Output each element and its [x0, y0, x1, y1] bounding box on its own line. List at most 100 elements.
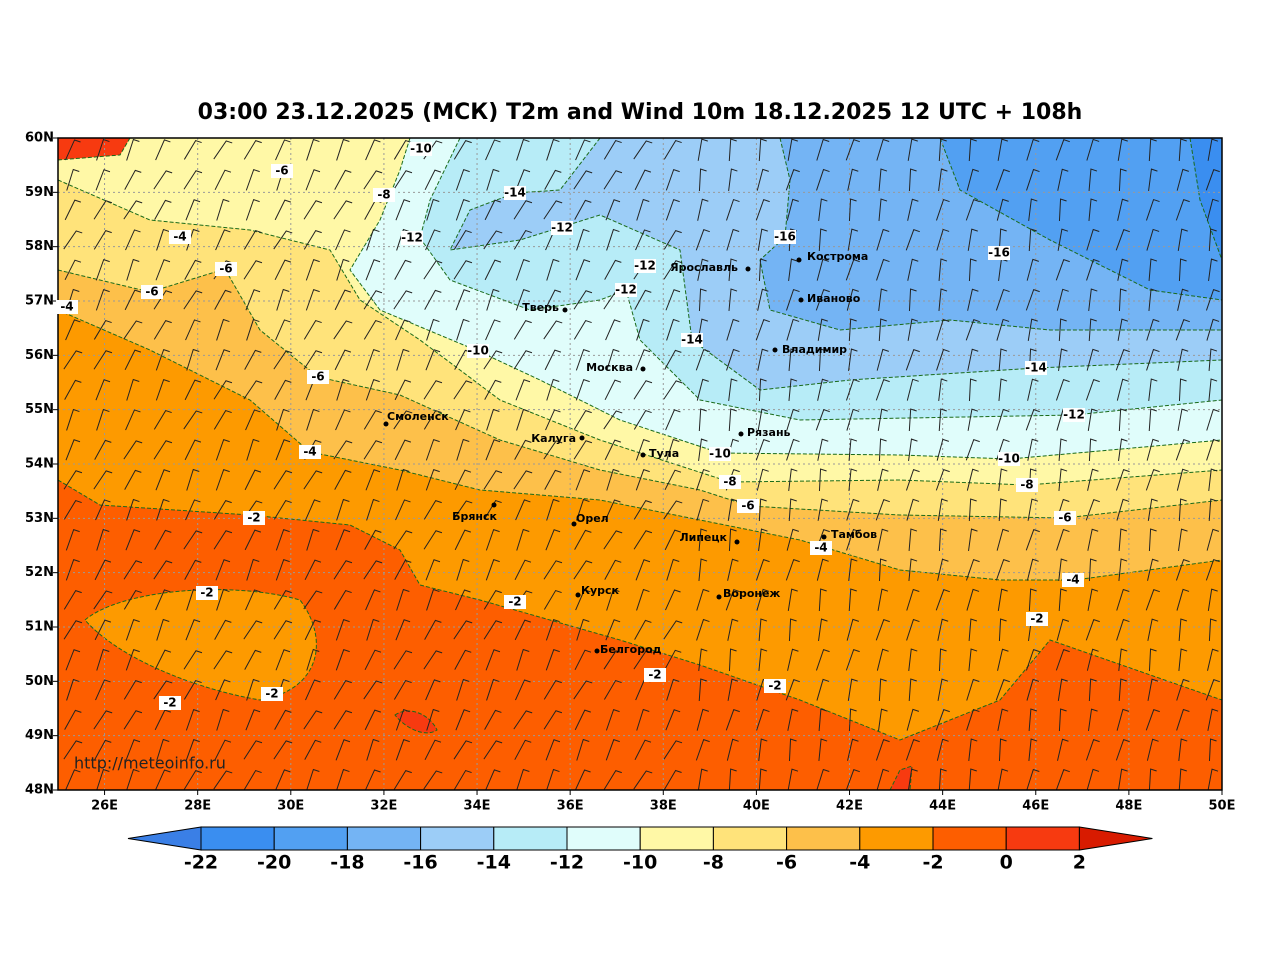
wind-barb	[183, 650, 203, 670]
wind-barb	[516, 138, 530, 161]
city-label: Тверь	[522, 301, 559, 314]
wind-barb	[456, 558, 470, 581]
wind-barb	[696, 618, 710, 641]
contour-label-bg	[1063, 408, 1085, 422]
wind-barb	[245, 289, 261, 311]
wind-barb	[695, 229, 710, 251]
wind-barb	[1208, 468, 1218, 491]
colorbar-label: -18	[330, 852, 364, 874]
wind-barb	[425, 349, 441, 371]
wind-barb	[757, 228, 768, 251]
wind-barb	[698, 678, 707, 702]
wind-barb	[1208, 498, 1217, 522]
wind-barb	[1086, 348, 1100, 371]
wind-barb	[603, 170, 623, 190]
wind-barb	[1205, 288, 1220, 311]
wind-barb	[245, 709, 261, 731]
wind-barb	[513, 200, 533, 220]
lon-label: 40E	[743, 799, 770, 814]
contour-label-bg	[737, 499, 759, 513]
wind-barb	[1206, 438, 1220, 461]
wind-barb	[1055, 648, 1070, 671]
wind-barb	[697, 138, 708, 161]
wind-barb	[968, 618, 978, 642]
wind-barb	[788, 498, 797, 522]
wind-barb	[395, 619, 411, 641]
colorbar-cell	[273, 826, 348, 851]
contour-label-bg	[615, 283, 637, 297]
wind-barb	[1055, 378, 1070, 401]
wind-barb	[1145, 709, 1160, 731]
wind-barb	[997, 138, 1009, 161]
wind-barb	[878, 438, 887, 462]
wind-barb	[1175, 558, 1190, 581]
wind-barb	[633, 409, 652, 430]
wind-barb	[698, 408, 707, 432]
colorbar-label: -12	[550, 852, 584, 874]
wind-barb	[937, 498, 948, 521]
wind-barb	[303, 229, 322, 250]
wind-barb	[967, 228, 978, 251]
wind-barb	[215, 438, 230, 461]
wind-barb	[1175, 439, 1190, 461]
wind-barb	[968, 498, 977, 522]
wind-barb	[634, 289, 652, 310]
wind-barb	[1115, 349, 1130, 371]
wind-barb	[698, 648, 708, 671]
contour-label: -12	[634, 259, 656, 273]
wind-barb	[1148, 768, 1157, 790]
wind-barb	[424, 739, 442, 761]
wind-barb	[1118, 438, 1128, 461]
city-dot	[491, 502, 497, 508]
wind-barb	[1057, 678, 1068, 701]
wind-barb	[513, 470, 533, 490]
wind-barb	[907, 768, 918, 790]
wind-barb	[275, 528, 290, 551]
wind-barb	[336, 498, 350, 521]
wind-barb	[216, 708, 230, 731]
wind-barb	[665, 589, 681, 611]
wind-barb	[1176, 708, 1190, 731]
wind-barb	[968, 258, 977, 282]
wind-barb	[1058, 708, 1067, 732]
lat-label: 49N	[25, 728, 54, 743]
wind-barb	[455, 589, 471, 611]
wind-barb	[183, 410, 203, 430]
contour-label: -10	[709, 447, 731, 461]
wind-barb	[123, 589, 142, 610]
wind-barb	[1206, 528, 1220, 551]
city-dot	[383, 421, 389, 427]
wind-barb	[453, 229, 472, 250]
wind-barb	[878, 198, 888, 221]
wind-barb	[543, 589, 562, 610]
colorbar-cell	[1005, 826, 1080, 851]
contour-label: -10	[467, 344, 489, 358]
wind-barb	[1086, 648, 1099, 671]
wind-barb	[155, 378, 170, 401]
contour-label-bg	[504, 595, 526, 609]
contour-label-bg	[196, 586, 218, 600]
wind-barb	[573, 170, 593, 190]
contour-label-bg	[141, 285, 163, 299]
wind-barb	[395, 739, 410, 761]
wind-barb	[1175, 199, 1190, 221]
wind-barb	[1057, 738, 1069, 761]
wind-barb	[213, 409, 232, 430]
wind-barb	[456, 318, 470, 341]
wind-barb	[604, 439, 622, 461]
wind-barb	[63, 350, 83, 370]
wind-barb	[244, 349, 262, 370]
contour-label-bg	[774, 230, 796, 244]
wind-barb	[1086, 258, 1100, 281]
wind-barb	[1086, 768, 1100, 790]
wind-barb	[1055, 139, 1070, 161]
labels: 60N 59N 58N 57N 56N 55N 54N 53N 52N 51N 50N 49N 48N 2…	[25, 131, 1235, 874]
wind-barb	[1205, 558, 1220, 581]
city-dot	[821, 534, 827, 540]
wind-barb	[603, 530, 623, 550]
wind-barb	[1086, 228, 1100, 251]
wind-barb	[483, 350, 503, 370]
wind-barb	[183, 530, 203, 550]
city-label: Рязань	[747, 426, 791, 439]
wind-barb	[364, 529, 382, 550]
